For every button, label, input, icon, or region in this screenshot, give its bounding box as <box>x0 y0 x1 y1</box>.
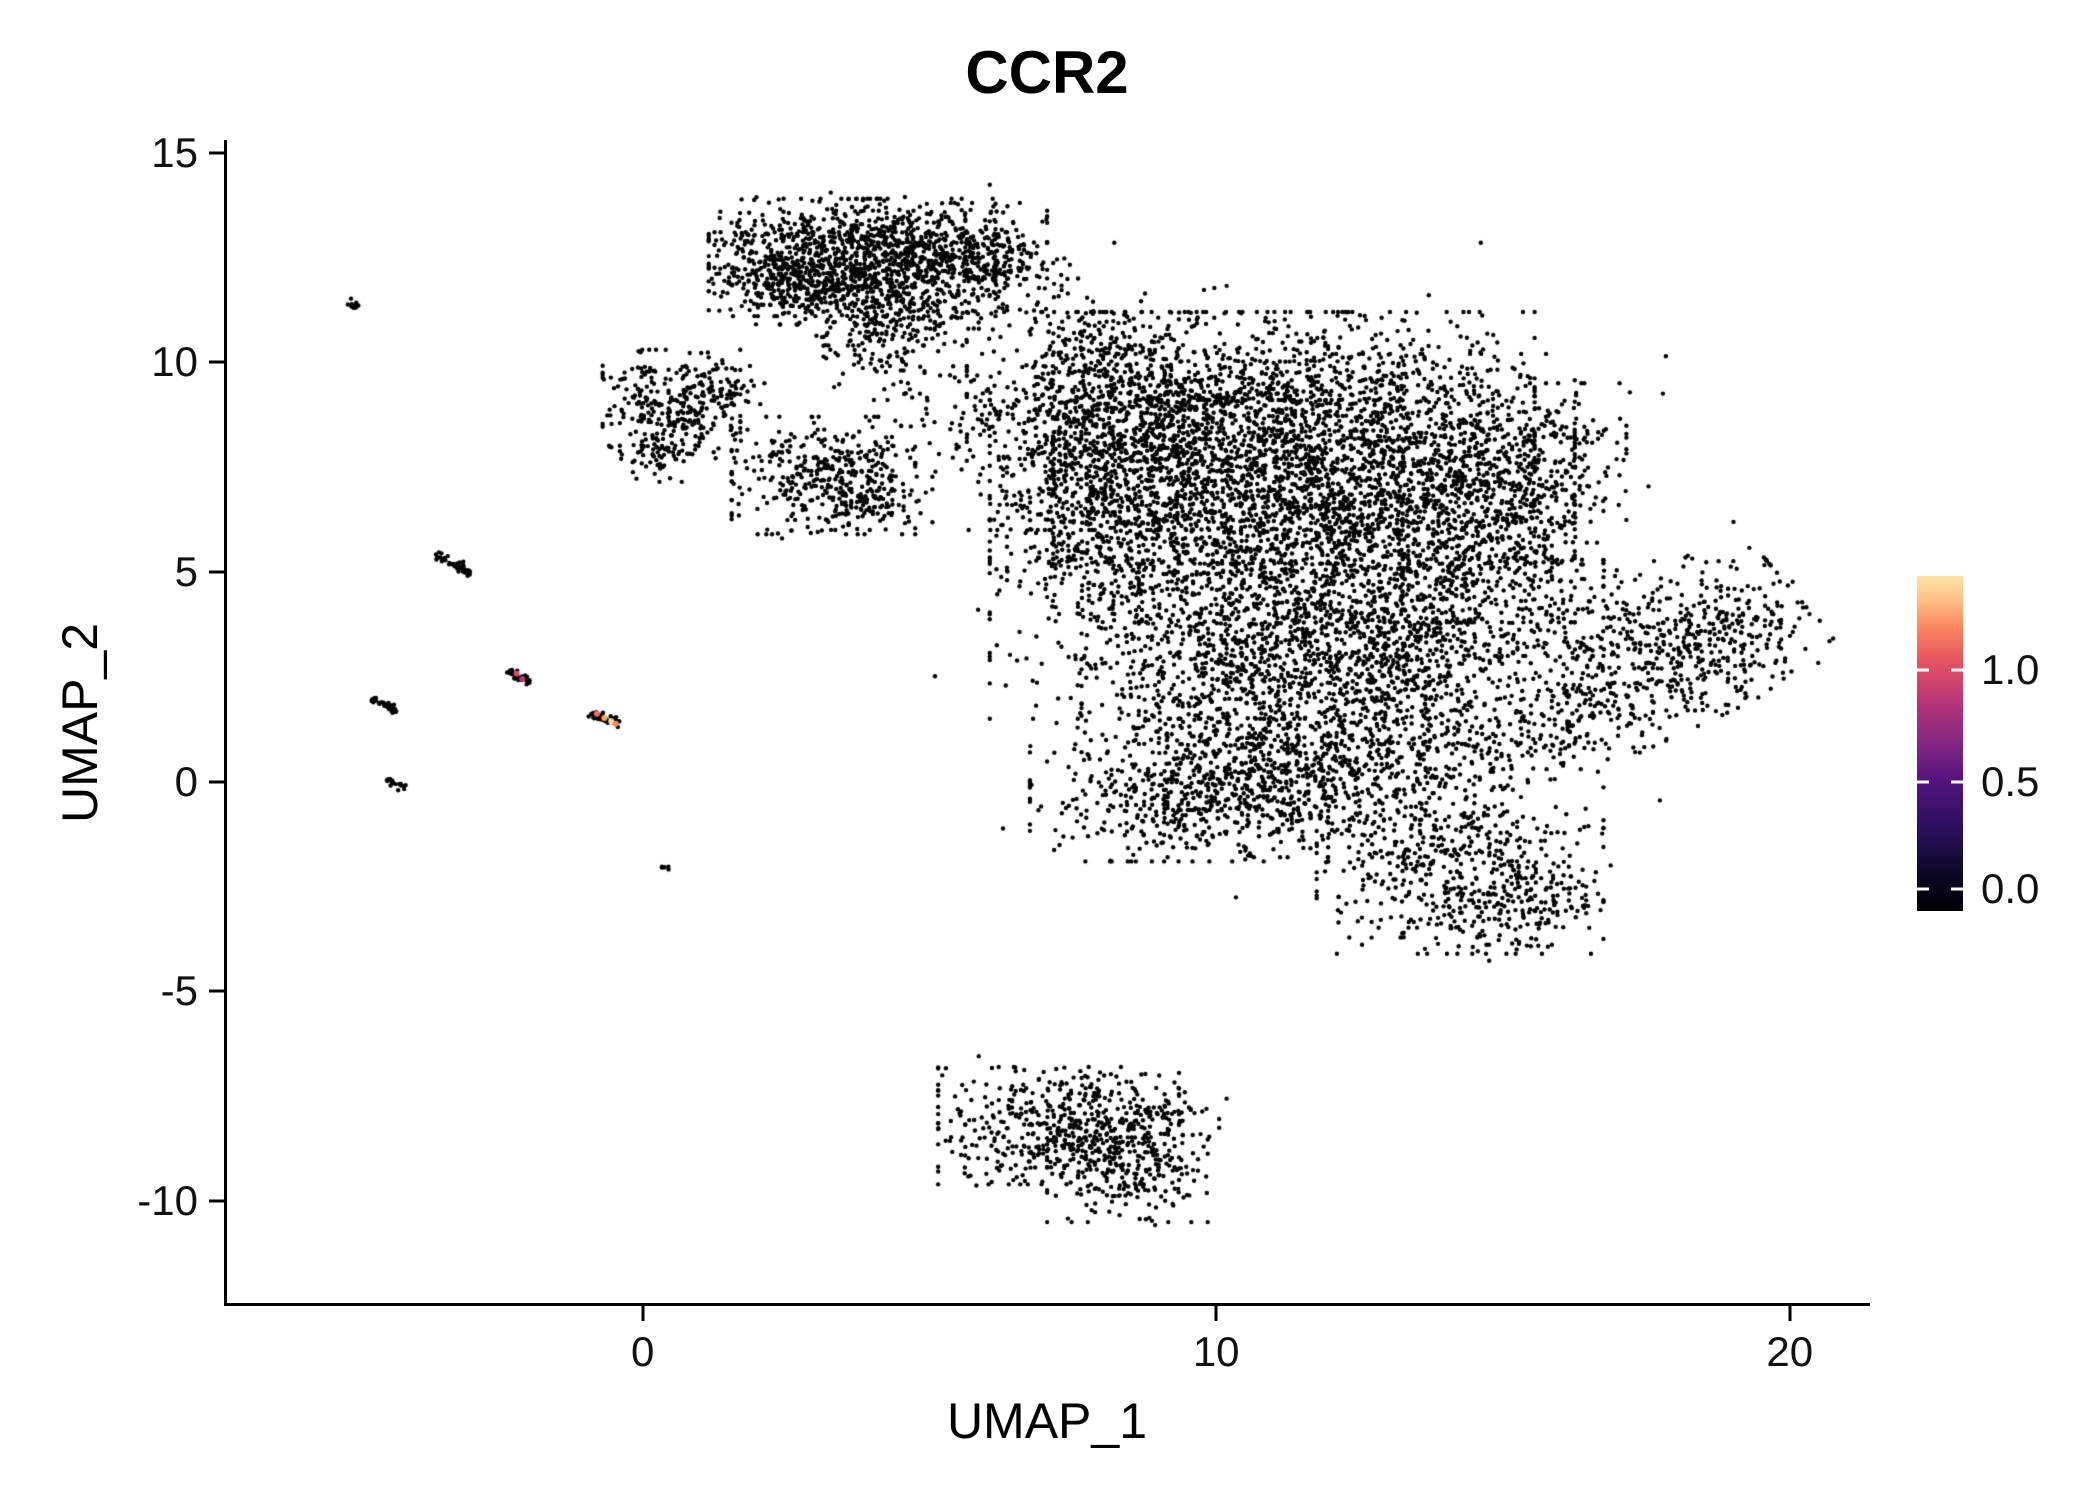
colorbar-tick-label: 0.5 <box>1981 758 2040 806</box>
y-tick-mark <box>209 1199 224 1203</box>
colorbar-tick-mark <box>1917 668 1929 672</box>
umap-scatter-canvas <box>227 140 1873 1306</box>
x-tick-label: 10 <box>1192 1328 1240 1375</box>
x-tick-mark <box>641 1306 645 1321</box>
y-tick-mark <box>209 360 224 364</box>
y-tick-mark <box>209 989 224 993</box>
y-tick-mark <box>209 780 224 784</box>
colorbar-tick-mark <box>1951 887 1963 891</box>
colorbar-tick-mark <box>1951 780 1963 784</box>
y-tick-label: -5 <box>160 967 198 1015</box>
colorbar-tick-label: 0.0 <box>1981 865 2040 913</box>
y-axis-title: UMAP_2 <box>52 622 108 824</box>
colorbar-gradient <box>1917 576 1963 911</box>
y-tick-label: 10 <box>151 338 198 386</box>
y-tick-label: 0 <box>174 757 198 805</box>
plot-panel <box>224 140 1873 1306</box>
colorbar-tick-mark <box>1951 668 1963 672</box>
colorbar-legend: 1.0 0.5 0.0 <box>1917 576 2087 913</box>
colorbar-tick-label: 1.0 <box>1981 645 2040 693</box>
y-tick-mark <box>209 151 224 155</box>
y-tick-label: 5 <box>174 548 198 595</box>
y-tick-label: 15 <box>151 128 198 176</box>
y-tick-label: -10 <box>137 1177 198 1225</box>
x-tick-mark <box>1788 1306 1792 1321</box>
colorbar-tick-mark <box>1917 780 1929 784</box>
x-tick-label: 20 <box>1766 1328 1814 1375</box>
plot-title: CCR2 <box>965 39 1129 106</box>
x-axis-title: UMAP_1 <box>946 1393 1148 1449</box>
y-tick-mark <box>209 570 224 574</box>
colorbar-tick-mark <box>1917 887 1929 891</box>
x-tick-label: 0 <box>630 1328 655 1375</box>
x-tick-mark <box>1214 1306 1218 1321</box>
